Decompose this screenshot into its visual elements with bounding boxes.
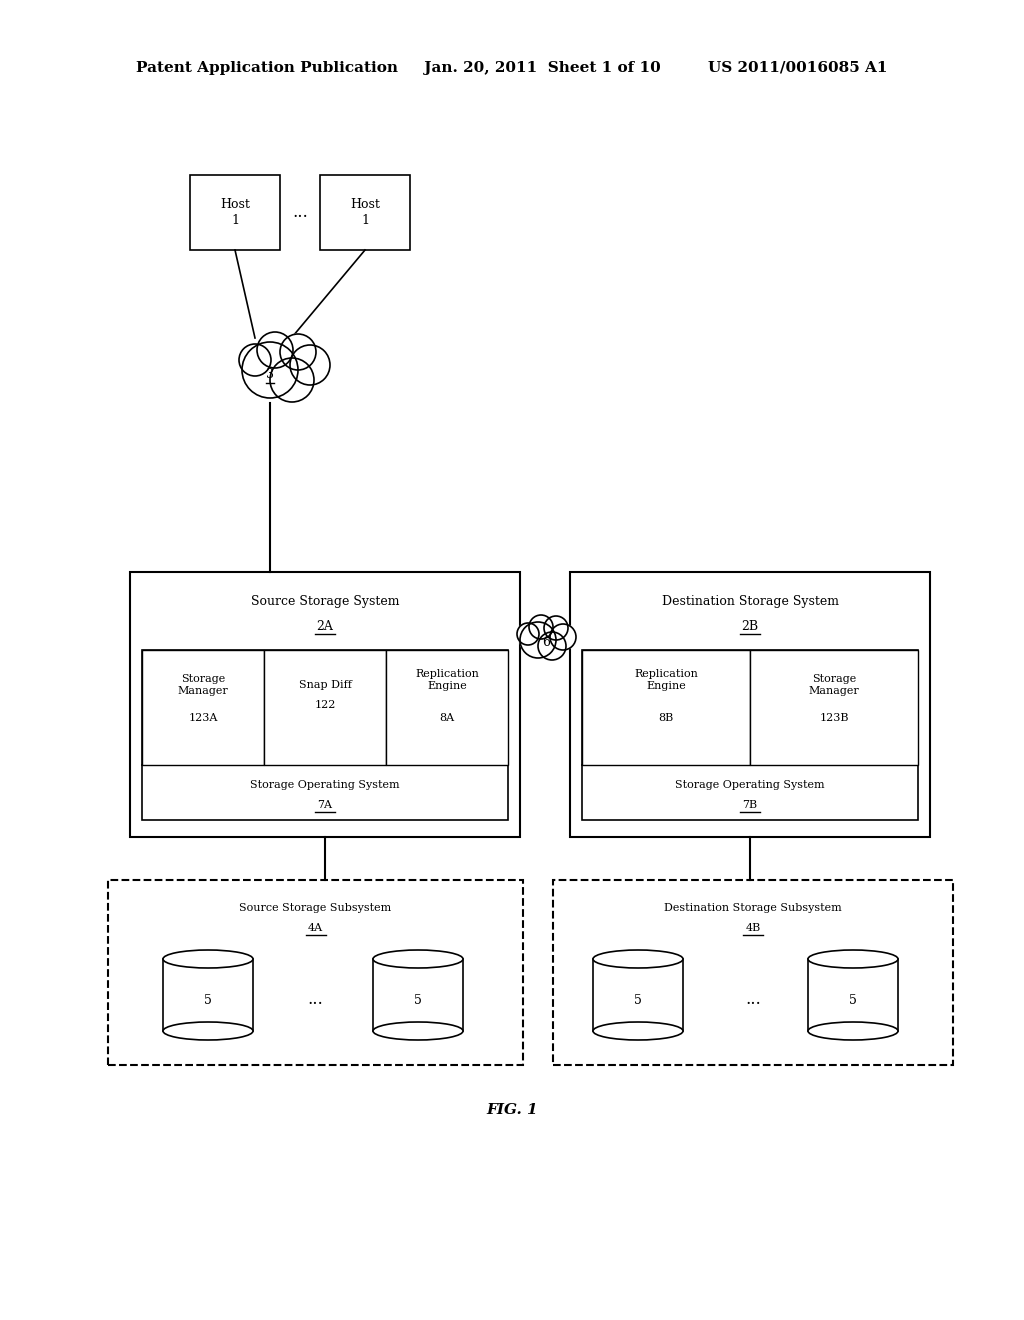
FancyBboxPatch shape (553, 880, 953, 1065)
Text: 8A: 8A (439, 713, 455, 723)
FancyBboxPatch shape (582, 649, 750, 766)
FancyBboxPatch shape (142, 649, 264, 766)
Ellipse shape (808, 950, 898, 968)
Ellipse shape (163, 950, 253, 968)
Text: 3: 3 (266, 368, 274, 381)
Circle shape (538, 632, 566, 660)
Text: 5: 5 (849, 994, 857, 1006)
Text: 123B: 123B (819, 713, 849, 723)
FancyBboxPatch shape (373, 960, 463, 1031)
FancyBboxPatch shape (386, 649, 508, 766)
Text: 2B: 2B (741, 620, 759, 634)
FancyBboxPatch shape (142, 766, 508, 820)
Text: 5: 5 (204, 994, 212, 1006)
Text: Patent Application Publication     Jan. 20, 2011  Sheet 1 of 10         US 2011/: Patent Application Publication Jan. 20, … (136, 61, 888, 75)
FancyBboxPatch shape (108, 880, 523, 1065)
Text: Destination Storage System: Destination Storage System (662, 595, 839, 609)
Text: Snap Diff: Snap Diff (299, 680, 351, 690)
Text: Host
1: Host 1 (220, 198, 250, 227)
Text: Replication
Engine: Replication Engine (634, 669, 698, 690)
Ellipse shape (593, 950, 683, 968)
Text: ...: ... (307, 991, 324, 1008)
Text: Storage Operating System: Storage Operating System (250, 780, 399, 789)
Circle shape (280, 334, 316, 370)
Ellipse shape (808, 1022, 898, 1040)
Ellipse shape (373, 950, 463, 968)
Circle shape (529, 615, 553, 639)
Circle shape (550, 624, 575, 649)
Text: Host
1: Host 1 (350, 198, 380, 227)
Ellipse shape (163, 1022, 253, 1040)
Text: 122: 122 (314, 700, 336, 710)
Text: ...: ... (292, 205, 308, 220)
FancyBboxPatch shape (142, 649, 508, 766)
Text: 4B: 4B (745, 923, 761, 933)
FancyBboxPatch shape (593, 960, 683, 1031)
Text: Storage
Manager: Storage Manager (177, 675, 228, 696)
Circle shape (290, 345, 330, 385)
Circle shape (239, 345, 271, 376)
Text: 7B: 7B (742, 800, 758, 810)
FancyBboxPatch shape (582, 649, 918, 766)
Circle shape (257, 333, 293, 368)
Circle shape (517, 623, 539, 645)
Text: ...: ... (745, 991, 761, 1008)
FancyBboxPatch shape (570, 572, 930, 837)
FancyBboxPatch shape (264, 649, 386, 766)
FancyBboxPatch shape (808, 960, 898, 1031)
FancyBboxPatch shape (190, 176, 280, 249)
Text: Storage Operating System: Storage Operating System (675, 780, 824, 789)
Text: FIG. 1: FIG. 1 (486, 1104, 538, 1117)
Text: Storage
Manager: Storage Manager (809, 675, 859, 696)
Circle shape (520, 622, 556, 657)
Ellipse shape (373, 1022, 463, 1040)
Text: 123A: 123A (188, 713, 218, 723)
Text: 5: 5 (634, 994, 642, 1006)
Text: 5: 5 (414, 994, 422, 1006)
Circle shape (544, 616, 568, 640)
Text: Source Storage System: Source Storage System (251, 595, 399, 609)
Text: 4A: 4A (308, 923, 323, 933)
Ellipse shape (593, 1022, 683, 1040)
FancyBboxPatch shape (319, 176, 410, 249)
FancyBboxPatch shape (750, 649, 918, 766)
Circle shape (270, 358, 314, 403)
Text: 6: 6 (542, 636, 550, 649)
FancyBboxPatch shape (582, 766, 918, 820)
FancyBboxPatch shape (163, 960, 253, 1031)
Text: 2A: 2A (316, 620, 334, 634)
Text: Destination Storage Subsystem: Destination Storage Subsystem (665, 903, 842, 913)
Text: 7A: 7A (317, 800, 333, 810)
FancyBboxPatch shape (130, 572, 520, 837)
Text: Replication
Engine: Replication Engine (415, 669, 479, 690)
Circle shape (242, 342, 298, 399)
Text: 8B: 8B (658, 713, 674, 723)
Text: Source Storage Subsystem: Source Storage Subsystem (240, 903, 391, 913)
